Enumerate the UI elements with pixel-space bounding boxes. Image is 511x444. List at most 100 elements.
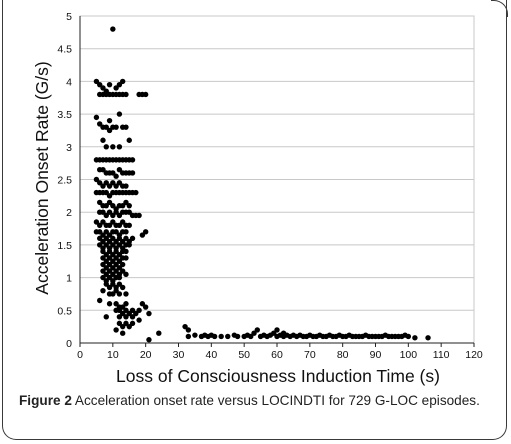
data-point <box>123 271 129 278</box>
data-point <box>106 209 113 215</box>
x-tick-label: 90 <box>370 349 382 361</box>
data-point <box>123 183 129 189</box>
data-point <box>129 320 136 327</box>
data-point <box>93 78 100 85</box>
data-point <box>103 258 109 264</box>
data-point <box>110 212 116 219</box>
data-point <box>119 268 126 274</box>
data-point <box>116 81 123 88</box>
data-point <box>100 274 106 281</box>
data-point <box>110 202 116 209</box>
data-point <box>234 333 241 340</box>
data-point <box>100 219 106 225</box>
x-tick-label: 20 <box>140 349 152 361</box>
data-point <box>119 202 126 209</box>
data-point <box>116 307 123 313</box>
data-point <box>97 297 103 304</box>
data-point <box>116 281 123 287</box>
x-axis-label: Loss of Consciousness Induction Time (s) <box>116 366 440 386</box>
data-point <box>100 268 106 274</box>
figure-caption: Figure 2 Acceleration onset rate versus … <box>19 392 489 410</box>
data-point <box>106 261 113 268</box>
data-point <box>113 229 119 235</box>
figure-label: Figure 2 <box>19 393 72 408</box>
data-point <box>103 242 109 248</box>
data-point <box>425 335 431 341</box>
data-point <box>116 320 123 327</box>
data-point <box>103 314 109 320</box>
data-point <box>110 242 116 248</box>
data-point <box>129 307 136 313</box>
data-point <box>218 333 224 340</box>
data-point <box>116 212 123 219</box>
x-tick-labels: 0 10 20 30 40 50 60 70 80 90 100 110 120 <box>77 349 483 361</box>
data-point <box>116 180 123 186</box>
data-point <box>110 235 116 242</box>
x-tick-label: 40 <box>205 349 217 361</box>
data-point <box>133 310 139 317</box>
data-point <box>97 199 103 206</box>
data-point <box>254 327 260 333</box>
data-point <box>110 144 116 150</box>
data-point <box>116 258 123 264</box>
data-point <box>97 229 103 235</box>
data-point <box>123 199 129 206</box>
data-point <box>146 337 152 343</box>
data-point <box>129 157 136 163</box>
data-point <box>113 209 119 215</box>
data-point <box>126 323 132 330</box>
data-point <box>139 232 146 238</box>
data-point <box>116 111 123 117</box>
data-point <box>251 330 257 336</box>
data-point <box>93 176 100 183</box>
axes <box>79 15 475 347</box>
data-point <box>119 219 126 225</box>
data-point <box>106 274 113 281</box>
data-point <box>185 333 192 340</box>
y-tick-label: 1.5 <box>57 240 72 252</box>
y-axis-label: Acceleration Onset Rate (G/s) <box>32 61 52 294</box>
data-point <box>106 238 113 245</box>
y-tick-label: 2 <box>66 207 72 219</box>
data-point <box>106 232 113 238</box>
data-point <box>97 121 103 127</box>
data-point <box>97 235 103 242</box>
data-point <box>106 248 113 255</box>
data-point <box>103 229 109 235</box>
data-point <box>405 333 412 340</box>
data-point <box>106 183 113 189</box>
data-point <box>182 323 188 330</box>
data-point <box>123 229 129 235</box>
data-point <box>123 91 129 98</box>
data-point <box>106 117 113 124</box>
data-point <box>110 265 116 271</box>
data-points <box>93 26 431 343</box>
data-point <box>116 235 123 242</box>
data-point <box>100 261 106 268</box>
data-point <box>106 127 113 134</box>
data-point <box>113 327 119 333</box>
data-point <box>100 85 106 91</box>
data-point <box>116 265 123 271</box>
data-point <box>97 81 103 88</box>
y-tick-label: 1 <box>66 273 72 285</box>
data-point <box>103 235 109 242</box>
data-point <box>126 310 132 317</box>
data-point <box>126 242 132 248</box>
data-point <box>142 229 149 235</box>
data-point <box>113 124 119 130</box>
data-point <box>97 222 103 228</box>
data-point <box>116 222 123 228</box>
data-point <box>113 248 119 255</box>
data-point <box>113 85 119 91</box>
data-point <box>116 144 123 150</box>
data-point <box>100 183 106 189</box>
data-point <box>116 274 123 281</box>
data-point <box>110 281 116 287</box>
y-tick-label: 4.5 <box>57 44 72 56</box>
data-point <box>142 91 149 98</box>
data-point <box>116 314 123 320</box>
data-point <box>103 281 109 287</box>
data-point <box>103 180 109 186</box>
data-point <box>100 166 106 173</box>
